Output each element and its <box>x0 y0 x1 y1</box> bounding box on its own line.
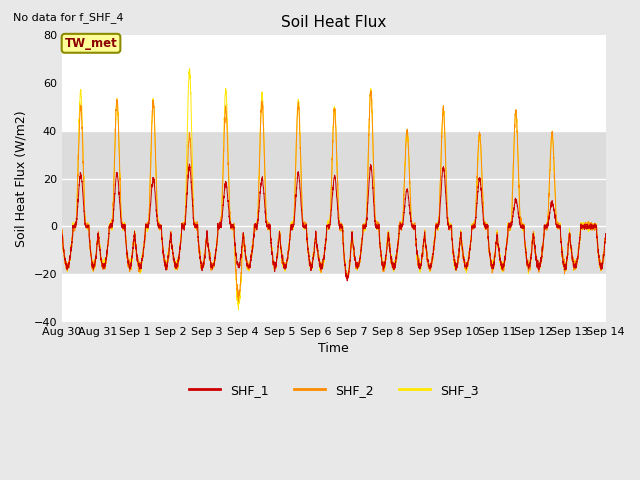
SHF_2 <box>487 261 495 266</box>
SHF_1 <box>456 242 463 248</box>
SHF_2 <box>156 225 163 231</box>
SHF_1 <box>344 278 351 284</box>
Line: SHF_1: SHF_1 <box>62 164 605 281</box>
SHF_3 <box>235 307 243 312</box>
SHF_3 <box>314 247 321 252</box>
SHF_2 <box>235 299 243 304</box>
SHF_3 <box>426 267 433 273</box>
SHF_1 <box>426 263 433 269</box>
Line: SHF_2: SHF_2 <box>62 91 605 301</box>
Text: No data for f_SHF_4: No data for f_SHF_4 <box>13 12 124 23</box>
Legend: SHF_1, SHF_2, SHF_3: SHF_1, SHF_2, SHF_3 <box>184 379 484 402</box>
X-axis label: Time: Time <box>319 342 349 355</box>
SHF_2 <box>426 262 433 267</box>
SHF_1 <box>487 258 495 264</box>
SHF_1 <box>314 244 321 250</box>
SHF_2 <box>58 230 66 236</box>
SHF_1 <box>602 233 609 239</box>
Line: SHF_3: SHF_3 <box>62 69 605 310</box>
SHF_3 <box>602 239 609 244</box>
SHF_3 <box>58 232 66 238</box>
SHF_1 <box>602 235 609 241</box>
SHF_3 <box>186 66 193 72</box>
SHF_2 <box>367 88 374 94</box>
SHF_1 <box>156 223 163 229</box>
SHF_2 <box>602 235 609 241</box>
SHF_2 <box>456 240 463 246</box>
SHF_2 <box>314 247 321 253</box>
SHF_3 <box>156 223 163 228</box>
SHF_1 <box>186 161 193 167</box>
Y-axis label: Soil Heat Flux (W/m2): Soil Heat Flux (W/m2) <box>15 110 28 247</box>
SHF_1 <box>58 231 66 237</box>
SHF_3 <box>487 255 495 261</box>
Bar <box>62 131 605 274</box>
SHF_3 <box>456 236 463 242</box>
Title: Soil Heat Flux: Soil Heat Flux <box>281 15 387 30</box>
SHF_2 <box>602 231 609 237</box>
SHF_3 <box>602 231 609 237</box>
Text: TW_met: TW_met <box>65 37 117 50</box>
